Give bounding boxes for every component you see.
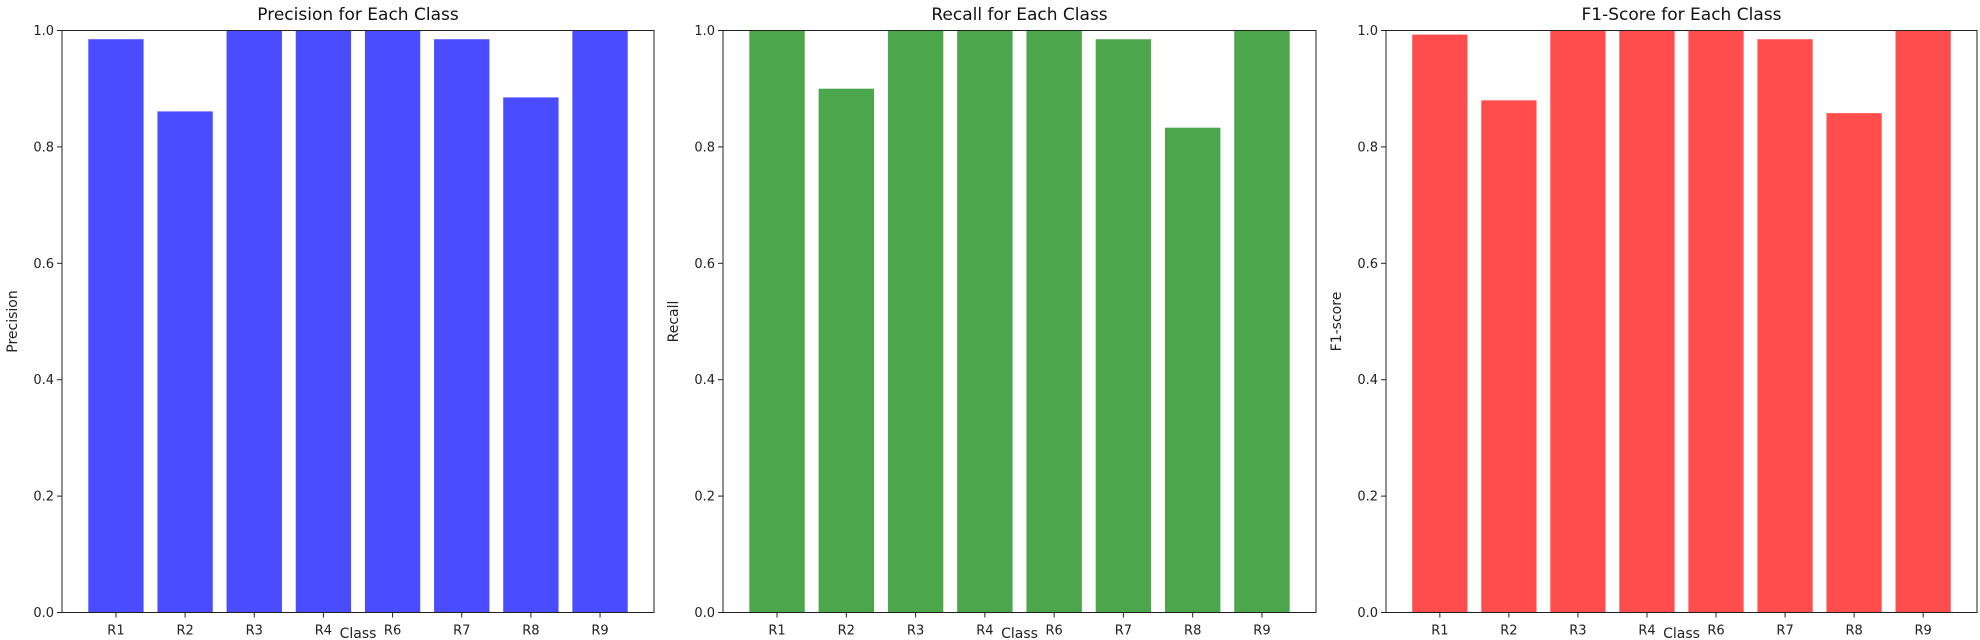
- bar-R3: [887, 30, 944, 613]
- y-tick-label: 0.4: [694, 373, 715, 388]
- bar-R1: [749, 30, 805, 613]
- bar-R2: [157, 111, 213, 613]
- chart-title: F1-Score for Each Class: [1582, 5, 1782, 25]
- x-tick-label: R1: [768, 624, 785, 639]
- x-tick-label: R1: [1431, 624, 1448, 639]
- x-tick-label: R4: [976, 624, 993, 639]
- y-axis-label: Recall: [666, 301, 682, 343]
- x-tick-label: R7: [1776, 624, 1793, 639]
- y-axis-label: F1-score: [1329, 292, 1345, 352]
- x-tick-label: R8: [1845, 624, 1862, 639]
- x-tick-label: R8: [1184, 624, 1201, 639]
- bar-R9: [1895, 30, 1951, 613]
- y-tick-label: 0.8: [694, 140, 715, 155]
- y-tick-label: 1.0: [33, 24, 54, 39]
- x-tick-label: R3: [1569, 624, 1586, 639]
- x-tick-label: R2: [838, 624, 855, 639]
- x-tick-label: R4: [1638, 624, 1655, 639]
- x-tick-label: R6: [384, 624, 401, 639]
- x-tick-label: R9: [591, 624, 608, 639]
- bar-R1: [1412, 34, 1468, 613]
- bar-R7: [434, 39, 490, 613]
- y-tick-label: 0.6: [694, 257, 715, 272]
- bar-R4: [1619, 30, 1675, 613]
- bar-R9: [1234, 30, 1290, 613]
- bar-R6: [1688, 30, 1744, 613]
- x-tick-label: R2: [1500, 624, 1517, 639]
- bar-R3: [226, 30, 282, 613]
- x-tick-label: R6: [1045, 624, 1062, 639]
- bar-R8: [1826, 113, 1882, 613]
- bar-R4: [295, 30, 352, 613]
- axes-frame: [61, 30, 655, 613]
- x-tick-label: R1: [107, 624, 124, 639]
- axes-frame: [1385, 30, 1978, 613]
- bar-R9: [572, 30, 628, 613]
- chart-panel-2: 0.0 0.2 0.4 0.6 0.8 1.0 R1 R2 R3 R4 R6 R7 R8 R9 Recall…: [666, 5, 1317, 640]
- bar-R2: [818, 88, 875, 613]
- y-tick-label: 0.8: [1357, 140, 1378, 155]
- x-tick-label: R3: [246, 624, 263, 639]
- y-tick-label: 0.0: [694, 606, 715, 621]
- y-tick-label: 0.4: [1357, 373, 1378, 388]
- x-tick-label: R9: [1914, 624, 1931, 639]
- y-tick-label: 1.0: [1357, 24, 1378, 39]
- bar-R1: [88, 39, 144, 613]
- x-tick-label: R4: [315, 624, 332, 639]
- y-tick-label: 0.8: [33, 140, 54, 155]
- y-tick-label: 0.4: [33, 373, 54, 388]
- chart-title: Recall for Each Class: [931, 5, 1107, 25]
- bar-R6: [364, 30, 421, 613]
- x-axis-label: Class: [1663, 626, 1700, 640]
- x-tick-label: R7: [1115, 624, 1132, 639]
- bar-R7: [1757, 39, 1813, 613]
- bar-R2: [1481, 100, 1537, 613]
- y-tick-label: 0.2: [1357, 490, 1378, 505]
- bar-R4: [957, 30, 1013, 613]
- bar-R8: [503, 97, 559, 613]
- x-axis-label: Class: [340, 626, 377, 640]
- bar-R8: [1164, 127, 1221, 613]
- x-tick-label: R6: [1707, 624, 1724, 639]
- bar-R6: [1026, 30, 1082, 613]
- chart-title: Precision for Each Class: [257, 5, 459, 25]
- x-tick-label: R3: [907, 624, 924, 639]
- x-axis-label: Class: [1001, 626, 1038, 640]
- x-tick-label: R9: [1253, 624, 1270, 639]
- bar-R7: [1095, 39, 1152, 613]
- x-tick-label: R7: [453, 624, 470, 639]
- x-tick-label: R8: [522, 624, 539, 639]
- y-tick-label: 0.6: [33, 257, 54, 272]
- y-axis-label: Precision: [5, 290, 21, 352]
- y-tick-label: 0.2: [33, 490, 54, 505]
- bar-R3: [1550, 30, 1606, 613]
- chart-panel-3: 0.0 0.2 0.4 0.6 0.8 1.0 R1 R2 R3 R4 R6 R7 R8 R9 F1-Sco…: [1329, 5, 1978, 640]
- axes-frame: [722, 30, 1317, 613]
- x-tick-label: R2: [176, 624, 193, 639]
- chart-panel-1: 0.0 0.2 0.4 0.6 0.8 1.0 R1 R2 R3 R4 R6 R7 R8 R9 Precis…: [5, 5, 655, 640]
- y-tick-label: 1.0: [694, 24, 715, 39]
- y-tick-label: 0.0: [33, 606, 54, 621]
- y-tick-label: 0.6: [1357, 257, 1378, 272]
- y-tick-label: 0.2: [694, 490, 715, 505]
- y-tick-label: 0.0: [1357, 606, 1378, 621]
